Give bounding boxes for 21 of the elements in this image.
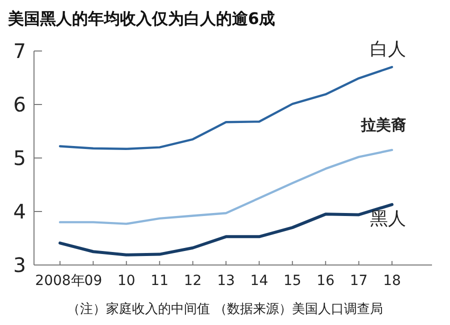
series-label: 白人 — [370, 39, 406, 60]
x-tick-label: 18 — [383, 273, 401, 289]
x-tick-label: 15 — [283, 273, 302, 289]
y-tick-label: 6 — [13, 92, 26, 116]
x-tick-label: 2008年 — [35, 273, 85, 289]
x-tick-label: 12 — [184, 273, 202, 289]
x-tick-label: 10 — [117, 273, 136, 289]
series-label: 黑人 — [370, 208, 406, 230]
y-tick-label: 5 — [13, 146, 26, 170]
series-label: 拉美裔 — [360, 116, 406, 134]
text: （注）家庭收入的中间值 （数据来源）美国人口调查局 — [66, 301, 384, 317]
x-tick-label: 14 — [250, 273, 268, 289]
x-tick-label: 09 — [84, 273, 102, 289]
x-tick-label: 16 — [316, 273, 335, 289]
x-tick-label: 17 — [350, 273, 368, 289]
chart-title: 美国黑人的年均收入仅为白人的逾6成 — [7, 9, 276, 28]
y-tick-label: 7 — [13, 39, 26, 63]
y-tick-label: 3 — [13, 253, 26, 277]
x-tick-label: 11 — [150, 273, 169, 289]
y-tick-label: 4 — [13, 200, 26, 224]
x-tick-label: 13 — [217, 273, 235, 289]
